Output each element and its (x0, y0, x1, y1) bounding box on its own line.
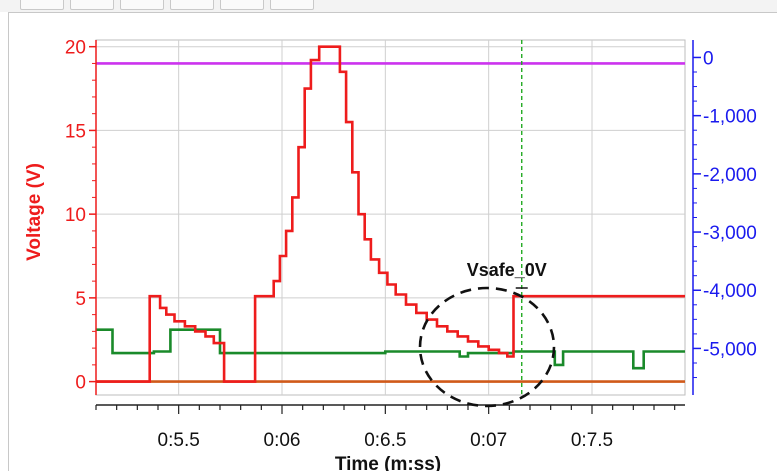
y-right-tick-label: -1,000 (703, 107, 757, 128)
axes: 0:5.5 0:06 0:6.5 0:07 0:7.5 0 5 10 15 20 0 -1,000 -2… (65, 38, 757, 451)
y-axis-title: Voltage (V) (24, 163, 45, 261)
y-right-tick-label: 0 (703, 48, 714, 69)
toolbar-button[interactable] (120, 0, 164, 10)
y-right-tick-label: -4,000 (703, 281, 757, 302)
toolbar-button[interactable] (170, 0, 214, 10)
annotation-label: Vsafe_0V (467, 260, 547, 280)
y-right-tick-label: -3,000 (703, 223, 757, 244)
toolbar-button[interactable] (270, 0, 314, 10)
y-right-tick-label: -5,000 (703, 339, 757, 360)
x-tick-label: 0:7.5 (571, 430, 613, 451)
y-left-tick-label: 10 (65, 205, 86, 226)
toolbar (0, 0, 777, 12)
y-right-tick-label: -2,000 (703, 165, 757, 186)
toolbar-button[interactable] (20, 0, 64, 10)
highlight-circle (418, 286, 556, 408)
annotation-layer: Vsafe_0V (418, 40, 556, 408)
toolbar-button[interactable] (70, 0, 114, 10)
y-left-tick-label: 0 (75, 373, 86, 394)
series-line-red (96, 45, 685, 383)
x-tick-label: 0:07 (470, 430, 507, 451)
series-line-green (96, 328, 685, 370)
x-axis-title: Time (m:ss) (335, 454, 441, 471)
x-tick-label: 0:06 (264, 430, 301, 451)
grid (95, 39, 686, 396)
x-tick-label: 0:5.5 (158, 430, 200, 451)
y-left-tick-label: 5 (75, 289, 86, 310)
x-tick-label: 0:6.5 (364, 430, 406, 451)
series-layer (96, 45, 685, 383)
toolbar-button[interactable] (220, 0, 264, 10)
y-left-tick-label: 20 (65, 38, 86, 59)
plot-area (95, 39, 686, 396)
y-left-tick-label: 15 (65, 121, 86, 142)
